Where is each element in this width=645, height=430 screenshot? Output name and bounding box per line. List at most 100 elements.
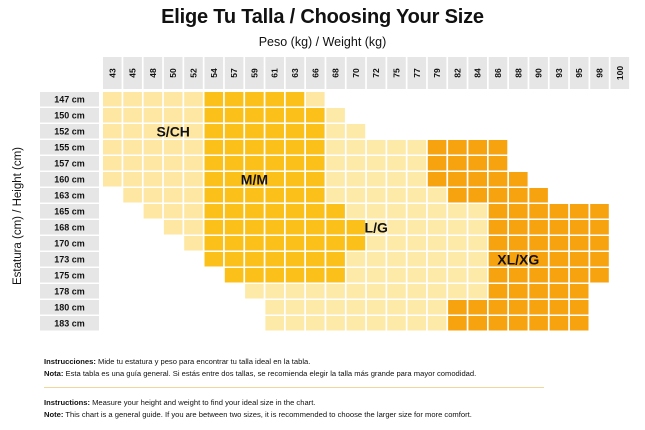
size-cell-l-g (366, 316, 386, 331)
notes-english: Instructions: Measure your height and we… (44, 397, 472, 421)
y-tick-box (40, 108, 99, 123)
size-cell-xl-xg (488, 188, 508, 203)
size-cell-m-m (265, 220, 284, 235)
x-tick-box (468, 57, 487, 89)
x-tick-label: 77 (412, 68, 422, 78)
size-cell-xl-xg (549, 300, 569, 315)
y-tick-box (40, 252, 99, 267)
x-tick-label: 43 (107, 68, 117, 78)
y-tick-box (40, 220, 99, 235)
size-cell-l-g (468, 252, 487, 267)
size-cell-s-ch (143, 108, 163, 123)
size-cell-xl-xg (427, 172, 447, 187)
size-cell-m-m (306, 108, 325, 123)
size-cell-l-g (468, 236, 487, 251)
size-cell-xl-xg (569, 220, 589, 235)
y-tick-box (40, 172, 99, 187)
size-cell-xl-xg (569, 268, 589, 283)
size-cell-l-g (326, 188, 345, 203)
size-cell-m-m (224, 204, 244, 219)
size-cell-m-m (285, 268, 305, 283)
size-cell-l-g (448, 284, 467, 299)
size-cell-xl-xg (549, 236, 569, 251)
size-cell-l-g (265, 284, 284, 299)
size-cell-s-ch (163, 220, 183, 235)
y-tick-label: 150 cm (54, 111, 85, 121)
size-cell-l-g (366, 236, 386, 251)
size-cell-l-g (326, 124, 345, 139)
x-tick-box (488, 57, 508, 89)
size-cell-xl-xg (529, 204, 548, 219)
size-cell-m-m (204, 252, 224, 267)
x-tick-label: 68 (331, 68, 341, 78)
size-cell-s-ch (123, 156, 142, 171)
size-cell-s-ch (103, 124, 122, 139)
size-cell-xl-xg (509, 268, 528, 283)
size-cell-l-g (366, 284, 386, 299)
x-tick-label: 70 (351, 68, 361, 78)
x-tick-box (265, 57, 284, 89)
x-tick-box (224, 57, 244, 89)
size-cell-m-m (204, 124, 224, 139)
size-cell-xl-xg (448, 300, 467, 315)
size-cell-xl-xg (488, 268, 508, 283)
y-tick-label: 183 cm (54, 319, 85, 329)
size-cell-xl-xg (509, 204, 528, 219)
size-cell-l-g (407, 172, 427, 187)
size-cell-s-ch (184, 108, 203, 123)
x-tick-label: 61 (270, 68, 280, 78)
size-cell-s-ch (143, 204, 163, 219)
instructions-en: Instructions: Measure your height and we… (44, 397, 472, 409)
x-tick-box (407, 57, 427, 89)
size-cell-l-g (407, 252, 427, 267)
x-tick-box (103, 57, 122, 89)
size-cell-l-g (407, 140, 427, 155)
size-cell-l-g (346, 140, 366, 155)
size-cell-l-g (245, 284, 264, 299)
y-tick-label: 160 cm (54, 175, 85, 185)
size-cell-l-g (265, 300, 284, 315)
size-cell-xl-xg (509, 284, 528, 299)
size-cell-l-g (326, 108, 345, 123)
size-cell-xl-xg (590, 252, 609, 267)
size-cell-s-ch (123, 188, 142, 203)
x-tick-box (366, 57, 386, 89)
size-cell-s-ch (163, 204, 183, 219)
x-tick-label: 63 (290, 68, 300, 78)
size-cell-xl-xg (569, 252, 589, 267)
size-cell-s-ch (184, 156, 203, 171)
size-chart: 43 45 48 50 52 54 57 59 61 63 66 68 70 72 75 77 79 82 84 86… (40, 57, 630, 331)
size-cell-l-g (346, 204, 366, 219)
size-cell-l-g (387, 268, 406, 283)
y-tick-label: 168 cm (54, 223, 85, 233)
size-cell-s-ch (306, 92, 325, 107)
size-cell-l-g (326, 140, 345, 155)
size-cell-xl-xg (590, 204, 609, 219)
size-cell-xl-xg (549, 252, 569, 267)
size-cell-l-g (407, 268, 427, 283)
y-tick-label: 178 cm (54, 287, 85, 297)
size-cell-m-m (224, 140, 244, 155)
size-cell-s-ch (184, 124, 203, 139)
size-cell-l-g (326, 284, 345, 299)
size-cell-s-ch (163, 156, 183, 171)
size-cell-l-g (448, 236, 467, 251)
size-cell-m-m (224, 220, 244, 235)
x-tick-box (448, 57, 467, 89)
size-cell-m-m (204, 156, 224, 171)
size-cell-m-m (245, 92, 264, 107)
size-cell-xl-xg (590, 268, 609, 283)
size-cell-m-m (204, 220, 224, 235)
x-tick-label: 90 (534, 68, 544, 78)
size-cell-m-m (285, 188, 305, 203)
size-cell-l-g (366, 140, 386, 155)
size-cell-l-g (427, 316, 447, 331)
size-cell-l-g (366, 172, 386, 187)
x-tick-label: 84 (473, 68, 483, 78)
x-tick-box (326, 57, 345, 89)
y-tick-label: 173 cm (54, 255, 85, 265)
size-cell-xl-xg (569, 284, 589, 299)
x-tick-box (245, 57, 264, 89)
size-cell-l-g (407, 236, 427, 251)
size-cell-xl-xg (468, 156, 487, 171)
